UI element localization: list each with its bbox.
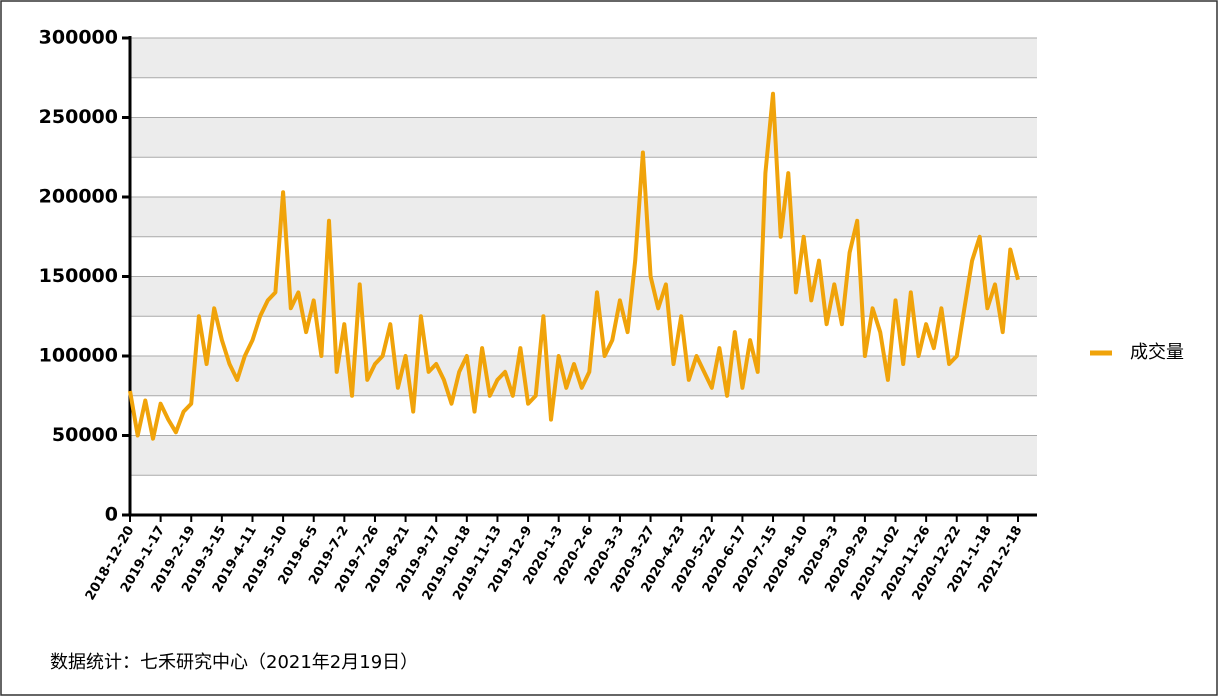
y-tick-label: 300000 [39, 27, 118, 49]
y-tick-label: 200000 [39, 186, 118, 208]
grid-band [130, 197, 1037, 237]
grid-band [130, 38, 1037, 78]
y-tick-label: 150000 [39, 265, 118, 287]
y-tick-label: 250000 [39, 106, 118, 128]
grid-band [130, 117, 1037, 158]
y-tick-label: 100000 [39, 345, 118, 367]
y-tick-label: 0 [105, 504, 118, 526]
footnote: 数据统计：七禾研究中心（2021年2月19日） [50, 652, 418, 673]
grid-band [130, 276, 1037, 317]
data-line [128, 91, 1020, 441]
y-tick-label: 50000 [52, 424, 118, 446]
grid-band [130, 435, 1037, 476]
legend-label: 成交量 [1130, 342, 1184, 363]
